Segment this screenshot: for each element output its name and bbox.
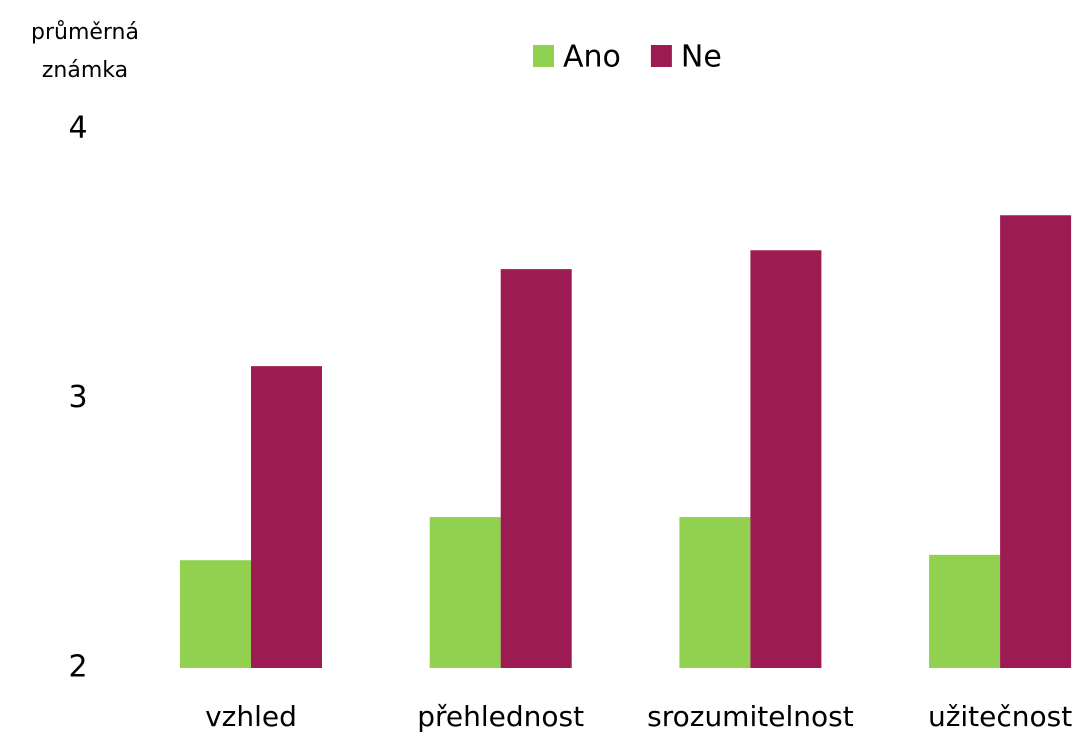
x-tick-label: vzhled xyxy=(205,700,297,733)
y-tick-label: 3 xyxy=(68,380,87,415)
bar xyxy=(251,366,322,668)
bar xyxy=(180,560,251,668)
bar xyxy=(429,517,501,668)
y-tick-label: 2 xyxy=(68,650,87,685)
x-tick-label: užitečnost xyxy=(928,700,1072,733)
x-tick-label: srozumitelnost xyxy=(647,700,854,733)
legend-swatch xyxy=(650,45,672,67)
y-axis-label: průměrná známka xyxy=(30,20,139,83)
bar xyxy=(679,517,751,668)
legend-swatch xyxy=(533,45,554,67)
bar xyxy=(929,554,1001,668)
legend-label: Ne xyxy=(681,40,722,75)
x-tick-label: přehlednost xyxy=(417,700,584,733)
legend-label: Ano xyxy=(563,40,621,75)
y-tick-label: 4 xyxy=(68,111,87,146)
bar xyxy=(1000,215,1072,669)
bar xyxy=(500,269,572,668)
bar xyxy=(750,250,822,668)
